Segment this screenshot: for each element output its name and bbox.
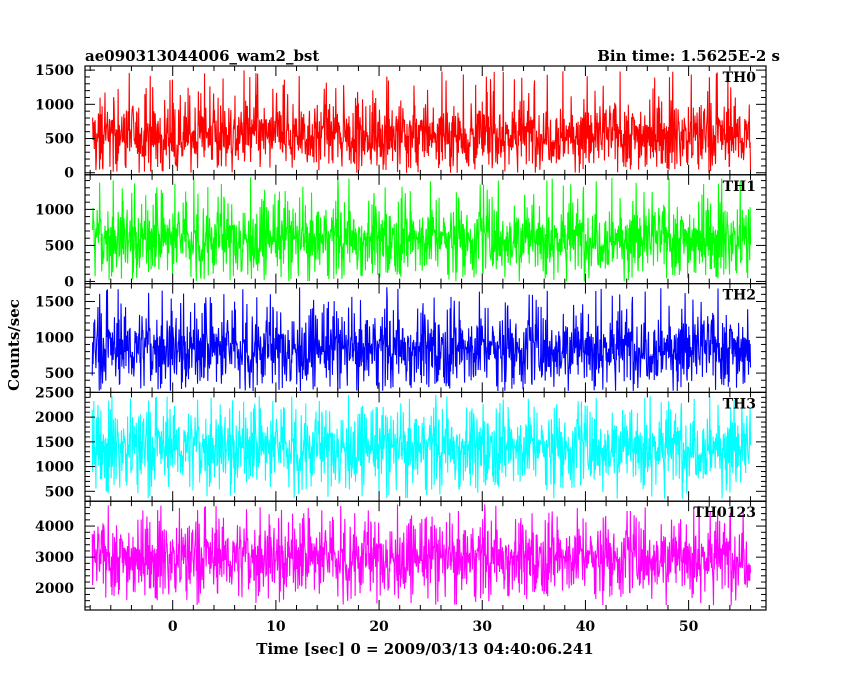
chart-title-right: Bin time: 1.5625E-2 s [597, 47, 780, 65]
x-tick-label: 0 [168, 619, 178, 635]
y-tick-label: 1000 [35, 202, 74, 218]
y-axis-label: Counts/sec [5, 299, 23, 391]
panel-frame [84, 500, 767, 611]
x-tick-label: 40 [576, 619, 596, 635]
chart-title-left: ae090313044006_wam2_bst [85, 47, 319, 65]
y-tick-label: 1500 [35, 294, 74, 310]
panel-th3: 500 1000 1500 2000 2500 TH3 [35, 385, 767, 502]
panel-label: TH1 [723, 179, 756, 195]
panel-label: TH2 [723, 288, 756, 304]
y-tick-label: 1500 [35, 63, 74, 79]
y-tick-label: 2000 [35, 410, 74, 426]
x-tick-label: 30 [473, 619, 493, 635]
y-tick-label: 0 [64, 274, 74, 290]
panel-th0: 0 500 1000 1500 TH0 [35, 63, 767, 182]
panel-label: TH0 [723, 70, 757, 86]
y-tick-label: 4000 [35, 519, 74, 535]
x-tick-label: 10 [266, 619, 286, 635]
y-tick-label: 500 [45, 484, 74, 500]
series-line-th1 [92, 177, 752, 282]
series-line-th2 [91, 287, 752, 391]
y-tick-label: 0 [64, 166, 74, 182]
y-tick-label: 2500 [35, 385, 74, 401]
x-axis-label: Time [sec] 0 = 2009/03/13 04:40:06.241 [256, 640, 593, 658]
panel-label: TH0123 [693, 505, 756, 521]
panel-th1: 0 500 1000 TH1 [35, 174, 767, 290]
series-line-th0 [92, 70, 752, 173]
y-tick-label: 3000 [35, 550, 74, 566]
y-tick-label: 500 [45, 238, 74, 254]
y-tick-label: 1000 [35, 460, 74, 476]
y-tick-label: 2000 [35, 581, 74, 597]
series-line-th0123 [91, 504, 752, 606]
panel-th0123: 2000 3000 4000 TH0123 [35, 500, 767, 611]
panel-th2: 500 1000 1500 TH2 [35, 283, 767, 394]
y-tick-label: 1500 [35, 435, 74, 451]
panel-label: TH3 [723, 396, 756, 412]
series-line-th3 [91, 394, 752, 499]
x-tick-label: 50 [679, 619, 699, 635]
x-tick-label: 20 [369, 619, 389, 635]
y-tick-label: 1000 [35, 97, 74, 113]
y-tick-label: 1000 [35, 330, 74, 346]
y-tick-label: 500 [45, 366, 74, 382]
y-tick-label: 500 [45, 132, 74, 148]
